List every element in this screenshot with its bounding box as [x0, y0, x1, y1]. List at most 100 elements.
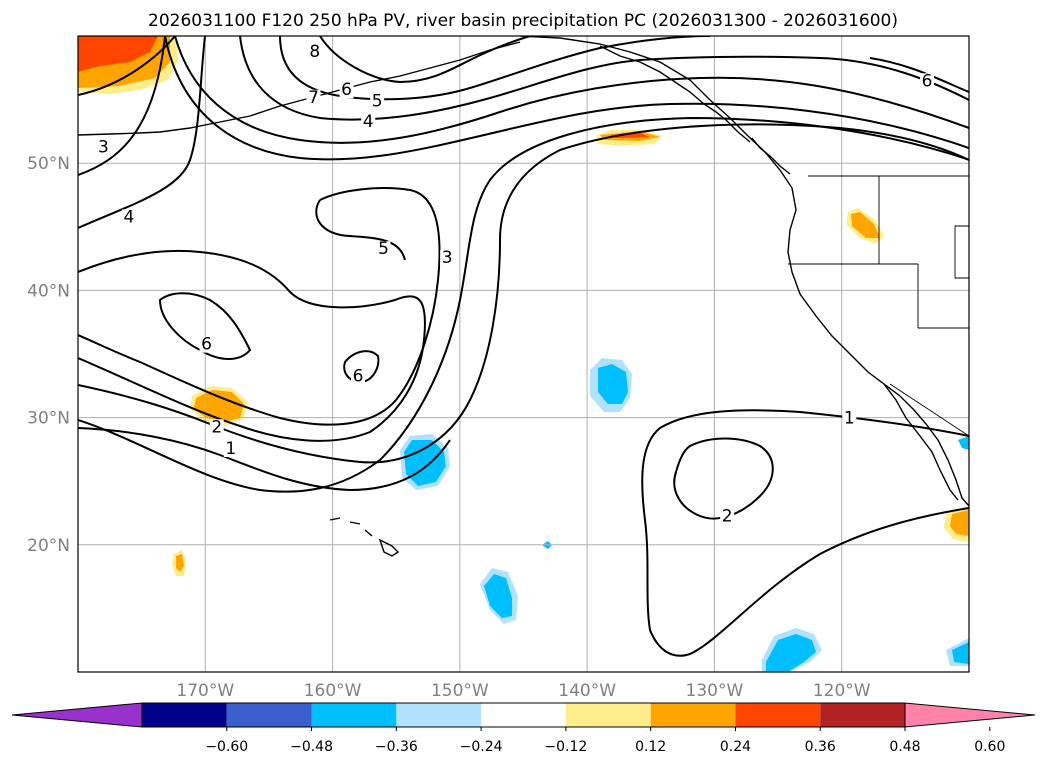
- pv-contour-5-loop: [78, 187, 441, 426]
- plot-frame: [77, 35, 970, 673]
- pv-contour-2: [78, 123, 969, 464]
- contour-label: 3: [98, 137, 109, 157]
- colorbar-tick-label: 0.12: [635, 739, 666, 755]
- lon-tick-label: 160°W: [304, 681, 362, 701]
- contour-label-bg: [306, 89, 321, 106]
- colorbar-tick-label: −0.60: [205, 739, 248, 755]
- contour-label-bg: [440, 250, 455, 267]
- latitude-labels: 20°N 30°N 40°N 50°N: [27, 154, 70, 556]
- colorbar-extend-max: [904, 702, 1036, 728]
- coast-vancouver-island: [751, 137, 791, 175]
- colorbar: −0.60 −0.48 −0.36 −0.24 −0.12 0.12 0.24 0.36 0.4…: [11, 702, 1036, 755]
- contour-label: 6: [922, 71, 933, 91]
- coast-baja: [883, 383, 959, 501]
- pv-contours: [78, 36, 969, 657]
- lon-tick-label: 150°W: [431, 681, 489, 701]
- pv-contour-7: [279, 36, 711, 101]
- coast-aleutians: [78, 41, 521, 136]
- colorbar-segment: [396, 703, 482, 727]
- contour-label: 2: [722, 506, 733, 526]
- pv-contour-3-north: [78, 36, 969, 493]
- figure-title: 2026031100 F120 250 hPa PV, river basin …: [148, 11, 898, 31]
- colorbar-extend-min: [11, 702, 143, 728]
- colorbar-segment: [735, 703, 821, 727]
- colorbar-segment: [820, 703, 905, 727]
- precip-neg-147w-core: [484, 574, 512, 618]
- pv-contour-4-north: [78, 36, 969, 176]
- precip-blob-bc-max: [610, 133, 650, 138]
- pv-contour-6-loop: [158, 292, 252, 360]
- lat-tick-label: 20°N: [27, 536, 70, 556]
- lat-tick-label: 50°N: [27, 154, 70, 174]
- contour-label-bg: [96, 139, 111, 156]
- colorbar-tick-label: 0.36: [805, 739, 836, 755]
- precip-blob-mexico-core: [950, 510, 969, 536]
- border-us-mexico: [889, 383, 969, 437]
- contour-label-bg: [199, 336, 214, 353]
- colorbar-segment: [142, 703, 227, 727]
- contour-label: 5: [372, 92, 383, 112]
- border-wyoming: [954, 225, 969, 279]
- pv-contour-4-mid: [78, 249, 426, 442]
- pv-contour-6-small: [343, 350, 380, 384]
- coast-north-america: [519, 36, 969, 507]
- contour-label-bg: [209, 419, 224, 436]
- precip-blob-nw-max: [78, 36, 158, 72]
- colorbar-segment: [565, 703, 651, 727]
- lon-tick-label: 130°W: [686, 681, 744, 701]
- colorbar-segment: [311, 703, 397, 727]
- colorbar-tick-label: 0.24: [720, 739, 751, 755]
- contour-label: 1: [844, 408, 855, 428]
- lon-tick-label: 170°W: [176, 681, 234, 701]
- colorbar-tick-label: −0.48: [290, 739, 333, 755]
- contour-label-bg: [370, 93, 385, 110]
- contour-label: 6: [353, 366, 364, 386]
- lat-tick-label: 40°N: [27, 281, 70, 301]
- pv-contour-5-b: [315, 199, 406, 261]
- contour-label: 5: [378, 239, 389, 259]
- precip-blob-oregon-core: [851, 212, 880, 238]
- precip-neg-baja: [958, 436, 969, 450]
- pv-contour-6-east: [869, 57, 969, 93]
- contour-label-bg: [121, 209, 136, 226]
- pv-contour-6-north: [239, 36, 969, 121]
- contour-label: 1: [225, 439, 236, 459]
- contour-label: 4: [124, 207, 135, 227]
- colorbar-tick-label: 0.60: [974, 739, 1005, 755]
- colorbar-tick-label: −0.24: [460, 739, 503, 755]
- plot-area: [78, 36, 969, 672]
- contour-label-bg: [339, 82, 354, 99]
- lon-tick-label: 120°W: [813, 681, 871, 701]
- precip-neg-se-core: [952, 642, 969, 664]
- lat-tick-label: 30°N: [27, 409, 70, 429]
- contour-label-bg: [720, 508, 735, 525]
- longitude-labels: 170°W 160°W 150°W 140°W 130°W 120°W: [176, 681, 870, 701]
- pv-contour-5-north: [78, 36, 969, 144]
- contour-label: 2: [211, 417, 222, 437]
- contour-label: 3: [442, 248, 453, 268]
- pv-contour-1-south: [641, 409, 969, 657]
- contour-label: 7: [308, 88, 319, 108]
- lon-tick-label: 140°W: [558, 681, 616, 701]
- pv-contour-8: [319, 36, 531, 84]
- precip-blob-small-south-core: [176, 554, 184, 572]
- contour-label-bg: [307, 44, 322, 61]
- contour-label-bg: [351, 368, 366, 385]
- colorbar-frame: [141, 702, 906, 728]
- colorbar-tick-label: −0.12: [544, 739, 587, 755]
- precip-neg-125w-core: [766, 634, 816, 672]
- colorbar-tick-label: 0.48: [889, 739, 920, 755]
- coast-hawaii: [329, 517, 400, 557]
- precip-neg-140w-core: [598, 364, 628, 404]
- contour-label: 8: [309, 42, 320, 62]
- contour-label-bg: [376, 241, 391, 258]
- contour-label: 6: [201, 335, 212, 355]
- colorbar-segment: [481, 703, 566, 727]
- contour-label-bg: [361, 114, 376, 131]
- pv-contour-1-west: [78, 427, 451, 492]
- pv-contour-2-loop: [673, 437, 774, 520]
- contour-label-bg: [842, 410, 857, 427]
- state-borders: [788, 175, 969, 437]
